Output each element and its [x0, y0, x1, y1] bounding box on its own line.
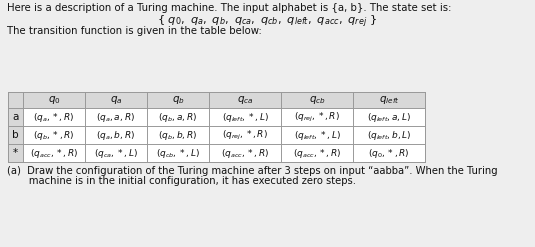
Text: $q_a$: $q_a$ — [110, 94, 123, 106]
Text: $(q_{acc}, *, R)$: $(q_{acc}, *, R)$ — [293, 146, 341, 160]
Bar — [8, 92, 23, 162]
Text: $(q_a, *, R)$: $(q_a, *, R)$ — [33, 110, 75, 124]
Text: $(q_{rej}, *, R)$: $(q_{rej}, *, R)$ — [294, 110, 340, 124]
Text: $(q_{left}, b, L)$: $(q_{left}, b, L)$ — [367, 128, 411, 142]
Text: *: * — [13, 148, 18, 158]
Text: The transition function is given in the table below:: The transition function is given in the … — [7, 26, 262, 36]
Text: $(q_{rej}, *, R)$: $(q_{rej}, *, R)$ — [222, 128, 268, 142]
Text: a: a — [12, 112, 19, 122]
Text: $\{\ q_0,\ q_a,\ q_b,\ q_{ca},\ q_{cb},\ q_{left},\ q_{acc},\ q_{rej}\ \}$: $\{\ q_0,\ q_a,\ q_b,\ q_{ca},\ q_{cb},\… — [157, 14, 377, 30]
Text: $(q_{left}, *, L)$: $(q_{left}, *, L)$ — [294, 128, 340, 142]
Text: $(q_a, a, R)$: $(q_a, a, R)$ — [96, 110, 135, 124]
Text: $q_b$: $q_b$ — [172, 94, 185, 106]
Text: $(q_b, b, R)$: $(q_b, b, R)$ — [158, 128, 198, 142]
Text: $q_0$: $q_0$ — [48, 94, 60, 106]
Text: $(q_0, *, R)$: $(q_0, *, R)$ — [368, 146, 410, 160]
Text: $q_{cb}$: $q_{cb}$ — [309, 94, 325, 106]
Text: $(q_a, b, R)$: $(q_a, b, R)$ — [96, 128, 136, 142]
Text: $(q_{ca}, *, L)$: $(q_{ca}, *, L)$ — [94, 146, 138, 160]
Text: machine is in the initial configuration, it has executed zero steps.: machine is in the initial configuration,… — [7, 176, 356, 186]
Text: (a)  Draw the configuration of the Turing machine after 3 steps on input “aabba”: (a) Draw the configuration of the Turing… — [7, 166, 498, 176]
Text: $(q_{cb}, *, L)$: $(q_{cb}, *, L)$ — [156, 146, 200, 160]
Text: $q_{ca}$: $q_{ca}$ — [236, 94, 253, 106]
Text: $(q_b, *, R)$: $(q_b, *, R)$ — [33, 128, 75, 142]
Text: Here is a description of a Turing machine. The input alphabet is {a, b}. The sta: Here is a description of a Turing machin… — [7, 3, 452, 13]
Text: $(q_{acc}, *, R)$: $(q_{acc}, *, R)$ — [221, 146, 269, 160]
Text: b: b — [12, 130, 19, 140]
Text: $(q_b, a, R)$: $(q_b, a, R)$ — [158, 110, 197, 124]
Bar — [8, 92, 425, 108]
Text: $(q_{acc}, *, R)$: $(q_{acc}, *, R)$ — [30, 146, 78, 160]
Text: $(q_{left}, *, L)$: $(q_{left}, *, L)$ — [221, 110, 269, 124]
Text: $(q_{left}, a, L)$: $(q_{left}, a, L)$ — [367, 110, 411, 124]
Text: $q_{left}$: $q_{left}$ — [379, 94, 399, 106]
Bar — [8, 92, 425, 162]
